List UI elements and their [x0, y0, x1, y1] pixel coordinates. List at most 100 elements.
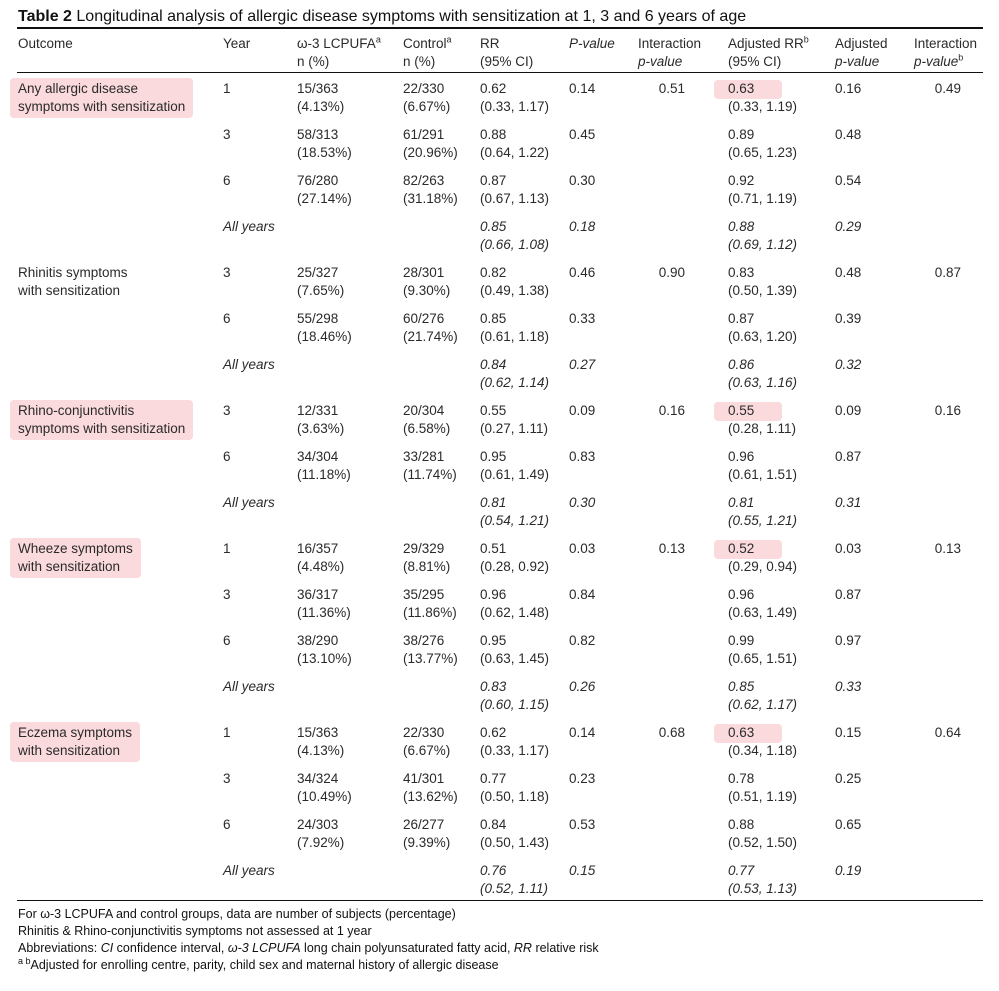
year: 1 [223, 81, 231, 96]
adj-p-cell: 0.31 [835, 495, 862, 510]
header-cell: RR [480, 36, 500, 51]
omega-cell: 38/290 [297, 633, 339, 648]
adj-p-cell: 0.25 [835, 771, 862, 786]
adj-p-cell: 0.19 [835, 863, 862, 878]
arr-cell: 0.52 [728, 541, 755, 556]
rr-cell: (0.33, 1.17) [480, 743, 550, 758]
omega-cell: 15/363 [297, 725, 339, 740]
outcome-line: Wheeze symptoms [18, 541, 133, 556]
header-cell: p-value [638, 54, 683, 69]
omega-cell: (4.48%) [297, 559, 345, 574]
rr-cell: (0.52, 1.11) [480, 881, 549, 896]
arr-cell: (0.28, 1.11) [728, 421, 797, 436]
rr-cell: 0.96 [480, 587, 507, 602]
year: 3 [223, 403, 231, 418]
header-rule [17, 72, 983, 73]
omega-cell: (18.53%) [297, 145, 352, 160]
arr-cell: (0.33, 1.19) [728, 99, 798, 114]
interaction-p: 0.13 [658, 541, 685, 556]
arr-cell: (0.71, 1.19) [728, 191, 798, 206]
p-cell: 0.30 [569, 495, 596, 510]
header-sup: b [803, 34, 809, 45]
footnote: a bAdjusted for enrolling centre, parity… [18, 956, 499, 974]
outcome-highlight: Rhino-conjunctivitis symptoms with sensit… [10, 400, 194, 440]
arr-cell: (0.52, 1.50) [728, 835, 798, 850]
arr-cell: 0.55 [728, 403, 755, 418]
rr-cell: (0.50, 1.43) [480, 835, 550, 850]
rr-cell: (0.50, 1.18) [480, 789, 550, 804]
arr-cell: 0.63 [728, 81, 755, 96]
year: 6 [223, 311, 231, 326]
rr-cell: 0.76 [480, 863, 507, 878]
adj-p-cell: 0.87 [835, 449, 862, 464]
control-cell: (9.30%) [403, 283, 451, 298]
omega-cell: 76/280 [297, 173, 339, 188]
outcome-highlight: Eczema symptoms with sensitization [10, 722, 141, 762]
rr-cell: (0.62, 1.48) [480, 605, 550, 620]
header-cell: p-valueb [914, 53, 963, 71]
omega-cell: (7.65%) [297, 283, 345, 298]
rr-cell: 0.88 [480, 127, 507, 142]
rr-cell: (0.66, 1.08) [480, 237, 550, 252]
footnote-text: ω-3 LCPUFA [227, 941, 301, 955]
p-cell: 0.09 [569, 403, 596, 418]
omega-cell: (11.36%) [297, 605, 351, 620]
control-cell: (6.67%) [403, 743, 451, 758]
footnote-text: Rhinitis & Rhino-conjunctivitis symptoms… [18, 924, 372, 938]
adj-p-cell: 0.65 [835, 817, 862, 832]
rr-cell: 0.95 [480, 633, 507, 648]
omega-cell: 34/304 [297, 449, 339, 464]
rr-cell: (0.67, 1.13) [480, 191, 550, 206]
arr-cell: 0.92 [728, 173, 755, 188]
header-cell: Adjusted RRb [728, 35, 809, 53]
control-cell: 60/276 [403, 311, 445, 326]
omega-cell: 16/357 [297, 541, 339, 556]
year: 3 [223, 127, 231, 142]
arr-cell: 0.78 [728, 771, 755, 786]
header-cell: Controla [403, 35, 452, 53]
arr-cell: 0.63 [728, 725, 755, 740]
control-cell: (11.74%) [403, 467, 457, 482]
year: 6 [223, 633, 231, 648]
year: All years [223, 357, 275, 372]
control-cell: (13.77%) [403, 651, 458, 666]
year: 6 [223, 817, 231, 832]
interaction-p: 0.90 [658, 265, 685, 280]
p-cell: 0.15 [569, 863, 596, 878]
omega-cell: (11.18%) [297, 467, 351, 482]
rr-cell: 0.85 [480, 219, 507, 234]
value-highlight [714, 540, 782, 559]
bottom-rule [17, 900, 983, 901]
rr-cell: (0.33, 1.17) [480, 99, 550, 114]
year: All years [223, 219, 275, 234]
adjusted-interaction-p: 0.16 [934, 403, 961, 418]
header-cell: Year [223, 36, 251, 51]
arr-cell: (0.65, 1.51) [728, 651, 798, 666]
omega-cell: 36/317 [297, 587, 339, 602]
header-cell: p-value [835, 54, 880, 69]
control-cell: (31.18%) [403, 191, 458, 206]
omega-cell: (4.13%) [297, 743, 345, 758]
p-cell: 0.14 [569, 725, 596, 740]
p-cell: 0.33 [569, 311, 596, 326]
arr-cell: 0.86 [728, 357, 755, 372]
adjusted-interaction-p: 0.13 [934, 541, 961, 556]
omega-cell: 24/303 [297, 817, 339, 832]
year: 1 [223, 725, 231, 740]
arr-cell: (0.62, 1.17) [728, 697, 798, 712]
rr-cell: 0.87 [480, 173, 507, 188]
arr-cell: (0.29, 0.94) [728, 559, 798, 574]
arr-cell: (0.51, 1.19) [728, 789, 798, 804]
rr-cell: 0.82 [480, 265, 507, 280]
value-highlight [714, 402, 782, 421]
adj-p-cell: 0.29 [835, 219, 862, 234]
arr-cell: (0.34, 1.18) [728, 743, 798, 758]
arr-cell: 0.96 [728, 587, 755, 602]
p-cell: 0.14 [569, 81, 596, 96]
header-cell: Interaction [638, 36, 702, 51]
header-cell: n (%) [403, 54, 436, 69]
omega-cell: (10.49%) [297, 789, 352, 804]
control-cell: 29/329 [403, 541, 445, 556]
control-cell: 41/301 [403, 771, 445, 786]
